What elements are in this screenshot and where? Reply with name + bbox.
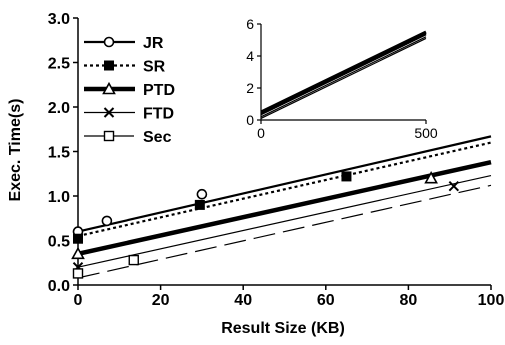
series-line-jr (77, 135, 492, 233)
series-line-sr (77, 141, 492, 238)
legend: JR SR PTD FTD Sec (84, 35, 175, 146)
y-tick-label: 3.0 (48, 11, 70, 28)
legend-label: SR (143, 59, 166, 76)
x-tick-label: 100 (478, 292, 505, 309)
data-point-jr (196, 188, 208, 200)
inset-y-tick-label: 6 (246, 16, 254, 32)
series-line-ftd (77, 174, 492, 268)
x-tick-label: 60 (317, 292, 335, 309)
data-point-jr (101, 215, 113, 227)
data-point-sr (194, 199, 205, 210)
data-point-ptd (424, 171, 438, 184)
series-line-sec (77, 184, 492, 279)
legend-item-ptd: PTD (84, 81, 175, 99)
y-tick-label: 2.5 (48, 56, 70, 73)
data-point-ftd (448, 181, 460, 192)
inset-y-tick-label: 2 (246, 80, 254, 96)
inset-series-line (260, 37, 427, 119)
data-point-sr (73, 233, 83, 244)
legend-marker (102, 81, 116, 95)
series-sr (73, 141, 492, 244)
legend-item-sec: Sec (84, 129, 172, 146)
inset-series-line (260, 36, 427, 118)
x-axis-title: Result Size (KB) (221, 320, 345, 337)
inset-x-tick-label: 500 (414, 125, 438, 141)
legend-item-jr: JR (84, 35, 164, 52)
y-tick-label: 1.5 (48, 145, 70, 162)
main-plot: 0.00.51.01.52.02.53.00 20 40 60 80 100 (48, 11, 505, 309)
data-point-ptd (71, 246, 85, 260)
y-tick-label: 1.0 (48, 189, 70, 206)
data-point-sec (128, 254, 139, 266)
series-jr (72, 135, 492, 237)
legend-marker (103, 107, 115, 118)
x-tick-label: 0 (74, 292, 83, 309)
inset-series-line (260, 30, 427, 114)
legend-label: PTD (143, 82, 175, 99)
series-line-ptd (77, 159, 492, 257)
legend-marker (103, 36, 115, 48)
y-axis-title: Exec. Time(s) (7, 99, 24, 202)
legend-label: JR (143, 35, 164, 52)
y-tick-label: 0.0 (48, 278, 70, 295)
inset-x-tick-label: 0 (257, 125, 265, 141)
series-ptd (71, 159, 492, 260)
legend-label: FTD (143, 106, 174, 123)
series-sec (72, 184, 492, 279)
x-tick-label: 40 (234, 292, 252, 309)
inset-plot: 0 2 4 6 0 500 (246, 16, 438, 141)
legend-item-ftd: FTD (84, 106, 174, 123)
inset-y-tick-label: 0 (246, 112, 254, 128)
inset-y-tick-label: 4 (246, 48, 254, 64)
data-point-sr (341, 171, 352, 182)
legend-label: Sec (143, 129, 172, 146)
inset-series-line (260, 33, 427, 116)
legend-item-sr: SR (84, 59, 166, 76)
data-point-sec (72, 268, 84, 279)
x-tick-label: 80 (400, 292, 418, 309)
legend-marker (103, 130, 115, 142)
y-tick-label: 0.5 (48, 234, 70, 251)
series-ftd (72, 174, 492, 273)
y-tick-label: 2.0 (48, 100, 70, 117)
legend-marker (104, 60, 114, 71)
x-tick-label: 20 (152, 292, 170, 309)
